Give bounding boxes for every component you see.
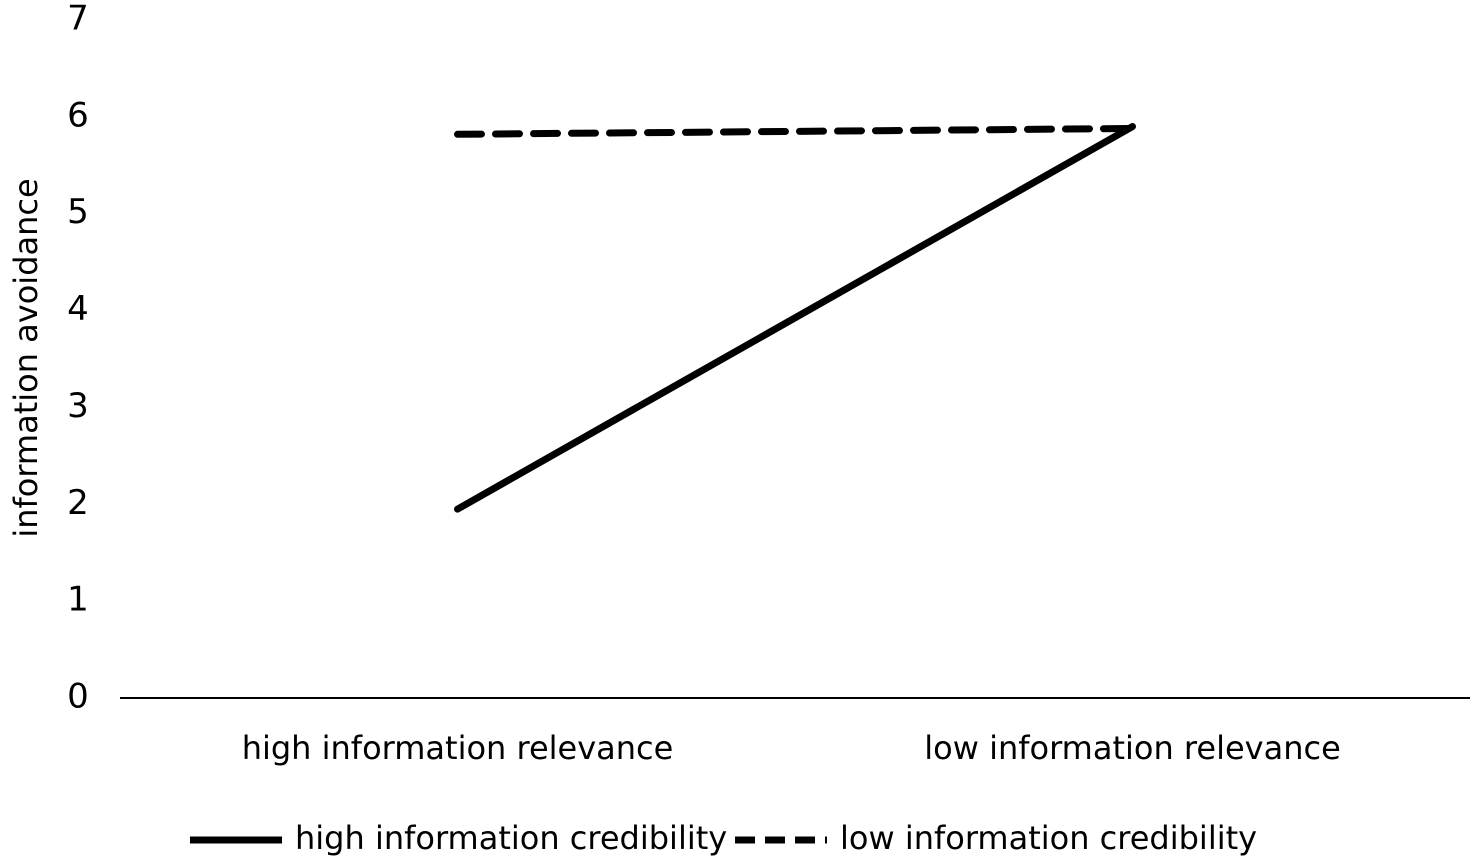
- legend-label: low information credibility: [840, 819, 1257, 857]
- y-tick-label: 7: [67, 0, 89, 39]
- x-tick-label: high information relevance: [242, 729, 674, 767]
- y-axis-label: information avoidance: [7, 178, 45, 537]
- legend-label: high information credibility: [295, 819, 727, 857]
- y-tick-label: 1: [67, 580, 89, 620]
- y-tick-label: 0: [67, 677, 89, 717]
- y-tick-label: 2: [67, 483, 89, 523]
- y-tick-label: 3: [67, 386, 89, 426]
- y-tick-label: 4: [67, 289, 89, 329]
- y-tick-label: 6: [67, 95, 89, 135]
- x-tick-label: low information relevance: [924, 729, 1341, 767]
- y-tick-label: 5: [67, 192, 89, 232]
- series-line: [454, 123, 1136, 513]
- series-line: [454, 124, 1136, 138]
